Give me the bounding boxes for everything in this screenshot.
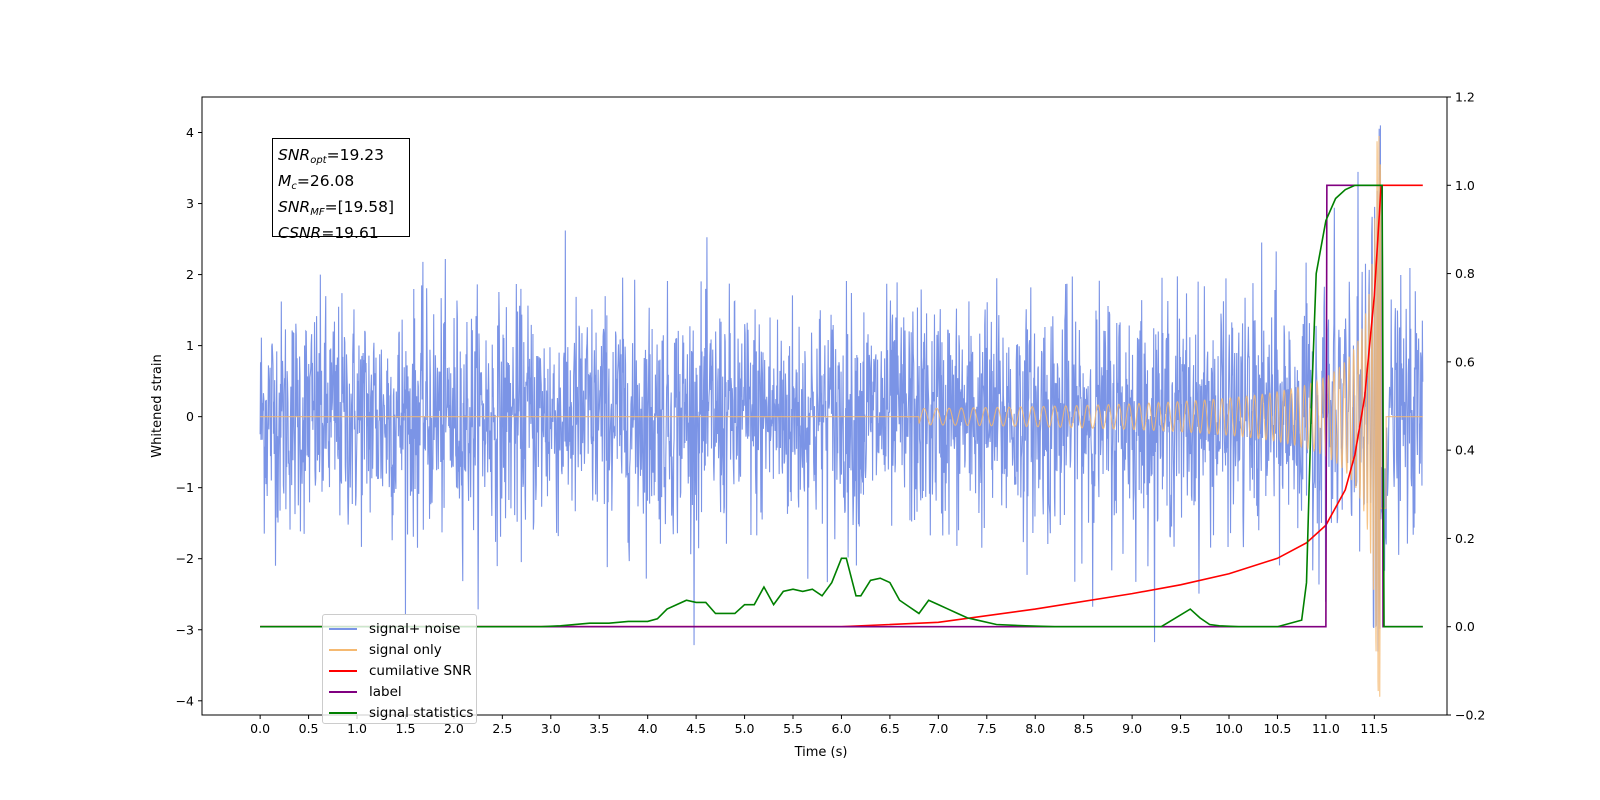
legend-swatch [329,627,357,630]
x-tick-label: 9.5 [1171,721,1191,736]
legend-item-signal-only: signal only [327,639,476,660]
y-right-tick-label: −0.2 [1455,708,1485,723]
legend-item-cumulative-snr: cumilative SNR [327,660,476,681]
x-tick-label: 2.0 [444,721,464,736]
legend-item-signal-plus-noise: signal+ noise [327,618,476,639]
x-tick-label: 5.0 [735,721,755,736]
y-left-tick-label: −4 [176,693,194,708]
metrics-annotation-box: SNRopt=19.23 Mc=26.08 SNRMF=[19.58] CSNR… [272,138,410,242]
y-right-tick-label: 0.4 [1455,443,1475,458]
series-signal-plus-noise [259,125,1424,652]
x-tick-label: 4.0 [638,721,658,736]
plot-frame [201,96,1448,716]
y-left-tick-label: −2 [176,551,194,566]
signal-only-line [260,136,1423,697]
x-tick-label: 1.0 [347,721,367,736]
csnr-annotation: CSNR=19.61 [278,224,379,242]
signal-statistics-line [260,184,1423,628]
y-right-tick-label: 0.6 [1455,354,1475,369]
x-tick-label: 0.5 [299,721,319,736]
x-tick-label: 5.5 [783,721,803,736]
y-left-tick-label: 3 [186,196,194,211]
y-left-tick-label: 1 [186,338,194,353]
x-axis-ticks: 0.0 0.5 1.0 1.5 2.0 2.5 3.0 3.5 4.0 4.5 5.0 5.5 6.0 6… [250,715,1388,736]
y-left-tick-label: 4 [186,125,194,140]
x-tick-label: 7.0 [928,721,948,736]
x-tick-label: 10.5 [1264,721,1292,736]
legend-item-signal-statistics: signal statistics [327,702,476,723]
x-tick-label: 2.5 [492,721,512,736]
y-right-tick-label: 1.0 [1455,178,1475,193]
x-tick-label: 6.5 [880,721,900,736]
right-axis-series [260,184,1423,628]
legend-swatch [329,648,357,651]
snr-opt-annotation: SNRopt=19.23 [278,146,384,166]
x-tick-label: 6.0 [832,721,852,736]
y-right-tick-label: 0.8 [1455,266,1475,281]
x-tick-label: 11.0 [1312,721,1340,736]
y-right-tick-label: 1.2 [1455,90,1475,105]
y-right-tick-label: 0.2 [1455,531,1475,546]
snr-mf-annotation: SNRMF=[19.58] [278,198,395,218]
x-tick-label: 11.5 [1360,721,1388,736]
x-tick-label: 1.5 [396,721,416,736]
y-left-tick-label: −1 [176,480,194,495]
y-right-tick-label: 0.0 [1455,619,1475,634]
x-tick-label: 9.0 [1122,721,1142,736]
signal-plus-noise-line [259,125,1424,652]
y-axis-left-ticks: 4 3 2 1 0 −1 −2 −3 −4 [176,125,202,708]
x-tick-label: 7.5 [977,721,997,736]
x-tick-label: 3.5 [589,721,609,736]
y-left-tick-label: −3 [176,622,194,637]
legend-item-label: label [327,681,476,702]
x-tick-label: 4.5 [686,721,706,736]
y-axis-right-ticks: 1.2 1.0 0.8 0.6 0.4 0.2 0.0 −0.2 [1447,90,1485,723]
y-left-tick-label: 0 [186,409,194,424]
legend-swatch [329,711,357,714]
y-axis-label: Whitened strain [150,354,165,457]
x-tick-label: 3.0 [541,721,561,736]
chirp-mass-annotation: Mc=26.08 [278,172,355,192]
x-axis-label: Time (s) [794,745,848,760]
legend-swatch [329,669,357,672]
cumulative-snr-line [260,184,1423,628]
y-left-tick-label: 2 [186,267,194,282]
legend: signal+ noise signal only cumilative SNR… [322,614,477,724]
x-tick-label: 8.0 [1025,721,1045,736]
x-tick-label: 0.0 [250,721,270,736]
x-tick-label: 8.5 [1074,721,1094,736]
legend-swatch [329,690,357,693]
series-signal-only [260,136,1423,697]
x-tick-label: 10.0 [1215,721,1243,736]
